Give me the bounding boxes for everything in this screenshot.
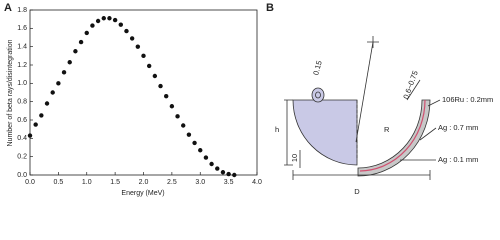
data-point — [169, 104, 175, 109]
ru-layer — [359, 99, 426, 172]
plot-frame — [29, 9, 258, 176]
data-point — [95, 18, 101, 24]
data-point — [78, 39, 84, 45]
shell — [357, 99, 431, 177]
data-point — [220, 170, 226, 175]
x-axis-label: Energy (MeV) — [121, 190, 164, 197]
x-tick-label: 1.0 — [82, 179, 92, 186]
layer-label: 106Ru : 0.2mm — [442, 95, 493, 104]
data-point — [146, 63, 152, 69]
data-point — [50, 90, 55, 95]
diameter-dimension — [292, 170, 431, 180]
data-point — [124, 28, 129, 34]
data-point — [152, 73, 158, 79]
figure: A B Energy (MeV) Number of beta rays/dis… — [4, 2, 493, 197]
dimension-label: D — [354, 187, 360, 196]
x-tick-label: 3.5 — [224, 179, 234, 186]
data-point — [164, 93, 169, 99]
data-point — [186, 132, 192, 137]
data-point — [44, 101, 50, 106]
x-tick-label: 1.5 — [110, 179, 120, 186]
x-tick-label: 2.0 — [139, 179, 149, 186]
eyelet — [311, 87, 325, 103]
data-point — [181, 123, 186, 128]
data-point — [27, 133, 33, 138]
y-tick-label: 0.8 — [17, 99, 27, 106]
data-point — [226, 171, 231, 177]
x-tick-label: 3.0 — [195, 179, 205, 186]
data-point — [129, 36, 135, 41]
data-point — [73, 49, 78, 54]
data-point — [203, 155, 209, 160]
panel-label: B — [266, 2, 274, 14]
data-point — [192, 140, 197, 146]
data-point — [158, 83, 163, 89]
data-point — [84, 30, 89, 36]
y-tick-label: 0.4 — [17, 135, 27, 142]
data-point — [61, 70, 67, 75]
eye-plaque-diagram — [284, 36, 441, 180]
data-point — [198, 148, 203, 153]
data-point — [112, 17, 118, 23]
page: {"panel_labels":["A","B"], "chart_data":… — [4, 1, 494, 197]
dimension-label: R — [384, 125, 390, 134]
x-tick-label: 0.0 — [25, 179, 35, 186]
y-tick-label: 1.8 — [17, 7, 27, 14]
dimension-label: h — [275, 125, 279, 134]
data-point — [141, 53, 146, 59]
data-point — [175, 114, 180, 119]
dimension-label: 10 — [290, 154, 299, 162]
thickness-leader — [406, 79, 421, 101]
y-tick-label: 1.2 — [17, 62, 27, 69]
radius-line — [355, 41, 374, 143]
data-point — [101, 16, 106, 21]
y-tick-label: 0.2 — [17, 154, 27, 161]
layer-label: Ag : 0.7 mm — [438, 123, 478, 132]
data-point — [118, 22, 124, 27]
x-tick-label: 4.0 — [252, 179, 262, 186]
data-point — [67, 60, 72, 65]
y-axis-label: Number of beta rays/disintegration — [7, 39, 14, 146]
data-point — [135, 44, 141, 49]
eyelet-hole — [315, 91, 321, 99]
x-tick-label: 0.5 — [54, 179, 64, 186]
data-point — [90, 23, 95, 28]
data-point — [209, 161, 214, 167]
height-dimension — [284, 99, 293, 166]
x-tick-label: 2.5 — [167, 179, 177, 186]
y-tick-label: 0.0 — [17, 172, 27, 179]
panel-label: A — [4, 2, 12, 14]
data-point — [33, 122, 38, 127]
plaque-cross-section — [292, 99, 358, 166]
data-point — [215, 166, 220, 171]
y-tick-label: 1.6 — [17, 25, 27, 32]
y-tick-label: 1.0 — [17, 80, 27, 87]
y-tick-label: 1.4 — [17, 44, 27, 51]
data-point — [56, 81, 61, 86]
data-point — [107, 16, 112, 21]
data-point — [232, 172, 237, 178]
dimension-label: 0.15 — [311, 60, 323, 76]
y-tick-label: 0.6 — [17, 117, 27, 124]
layer-label: Ag : 0.1 mm — [438, 155, 478, 164]
layer-leaders — [400, 99, 441, 161]
data-point — [39, 113, 44, 118]
